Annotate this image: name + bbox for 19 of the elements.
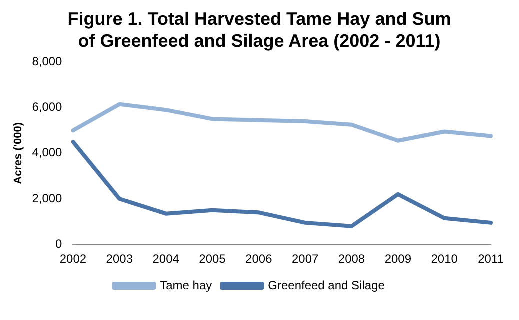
x-tick-label: 2006: [246, 252, 273, 266]
x-tick-label: 2009: [384, 252, 412, 266]
x-tick-label: 2005: [199, 252, 226, 266]
x-tick-label: 2007: [292, 252, 319, 266]
legend-label: Tame hay: [160, 278, 212, 292]
y-tick-label: 4,000: [32, 146, 63, 160]
x-tick-label: 2004: [152, 252, 180, 266]
y-tick-label: 8,000: [32, 54, 63, 69]
x-tick-label: 2011: [478, 252, 504, 266]
x-tick-label: 2003: [106, 252, 134, 266]
x-tick-label: 2002: [60, 252, 87, 266]
y-tick-label: 6,000: [32, 100, 63, 114]
x-tick-label: 2010: [431, 252, 458, 266]
y-axis-title: Acres ('000): [12, 122, 25, 184]
chart-title: Figure 1. Total Harvested Tame Hay and Sum of Greenfeed and Silage Area (2002 - 2011): [66, 8, 452, 52]
legend-label: Greenfeed and Silage: [268, 278, 386, 292]
y-tick-label: 0: [56, 236, 63, 251]
x-tick-label: 2008: [338, 252, 366, 266]
y-tick-label: 2,000: [32, 191, 63, 206]
